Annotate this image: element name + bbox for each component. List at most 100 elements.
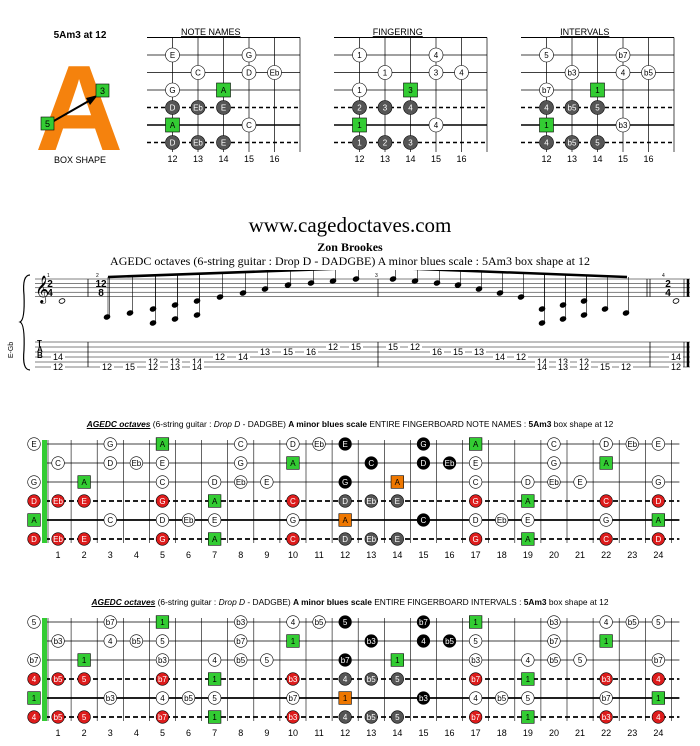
shape-title: 5Am3 at 12 (53, 30, 107, 41)
board-fret-number: 11 (314, 550, 323, 560)
board-note-label: b5 (445, 637, 454, 646)
board-fret-number: 14 (392, 728, 402, 738)
board-note-label: 4 (421, 637, 426, 646)
board-fret-number: 15 (418, 728, 428, 738)
board-note-label: 5 (395, 713, 400, 722)
board-note-marker (442, 634, 457, 648)
mini-note-marker (403, 100, 418, 115)
board-note-marker (286, 437, 300, 451)
board-title-intervals-tag: AGEDC octaves (91, 597, 156, 607)
fingerboard-group: 1 2 3 4 5 6 7 8 9 10 11 12 13 14 15 16 17 18 19 20 21 22 23 245… (27, 615, 680, 738)
shape-arrow (51, 97, 95, 123)
board-note-marker (155, 710, 170, 724)
mini-note-label: D (170, 103, 176, 112)
board-note-label: Eb (236, 478, 246, 487)
board-note-marker (129, 456, 143, 470)
board-note-marker (469, 653, 483, 667)
mini-note-marker (539, 135, 554, 150)
measure-number: 2 (96, 273, 99, 279)
mini-note-marker (590, 82, 605, 98)
board-note-marker (469, 710, 483, 724)
mini-note-label: C (246, 121, 252, 130)
measure-number: 4 (662, 273, 665, 279)
board-note-marker (155, 532, 170, 546)
board-fret-number: 13 (366, 728, 376, 738)
board-fret-number: 9 (264, 550, 269, 560)
board-note-marker (599, 456, 613, 470)
note-head (307, 280, 315, 286)
board-fret-number: 1 (56, 728, 61, 738)
shape-caption: BOX SHAPE (53, 155, 107, 165)
board-note-marker (416, 513, 431, 527)
board-note-marker (416, 691, 431, 705)
open-string-note-label: 1 (32, 694, 37, 703)
board-note-label: C (160, 478, 166, 487)
mini-note-label: 1 (357, 121, 362, 130)
board-note-label: C (55, 459, 61, 468)
tab-number: 14 (495, 352, 505, 362)
tab-clef-letter: A (37, 345, 43, 354)
board-note-label: D (421, 459, 427, 468)
mini-note-label: 4 (459, 68, 464, 77)
board-note-marker (573, 653, 587, 667)
system-brace (18, 274, 31, 371)
board-note-marker (390, 532, 404, 546)
board-fret-number: 10 (288, 550, 298, 560)
mini-note-marker (428, 117, 444, 133)
tab-number: 12 (53, 362, 63, 372)
mini-note-marker (403, 82, 418, 98)
board-note-marker (390, 672, 404, 686)
measure-number: 1 (47, 273, 50, 279)
note-head (284, 282, 292, 288)
board-fret-number: 20 (549, 550, 559, 560)
board-note-label: b3 (236, 618, 245, 627)
tab-number: 13 (558, 362, 568, 372)
board-fret-number: 16 (445, 550, 455, 560)
mini-fret-number: 15 (244, 154, 254, 164)
mini-note-label: b3 (568, 68, 577, 77)
mini-note-marker (454, 65, 469, 80)
open-string-note-marker (27, 437, 41, 451)
board-note-marker (208, 494, 222, 508)
tab-number: 15 (453, 347, 463, 357)
mini-note-marker (352, 47, 367, 63)
board-note-marker (521, 513, 535, 527)
board-note-marker (103, 456, 117, 470)
board-note-marker (364, 634, 378, 648)
board-note-label: E (212, 516, 217, 525)
mini-note-marker (539, 47, 554, 63)
board-fret-number: 15 (418, 550, 428, 560)
board-note-label: b3 (602, 675, 611, 684)
board-fret-number: 19 (523, 550, 533, 560)
open-string-note-label: 5 (32, 618, 37, 627)
mini-note-label: Eb (193, 103, 203, 112)
board-note-label: Eb (314, 440, 324, 449)
board-note-marker (625, 615, 639, 629)
board-note-label: A (525, 535, 531, 544)
mini-note-label: 4 (621, 68, 626, 77)
board-note-label: 1 (473, 618, 478, 627)
board-note-marker (181, 513, 196, 527)
fingerboard-group: 1 2 3 4 5 6 7 8 9 10 11 12 13 14 15 16 17 18 19 20 21 22 23 24E… (27, 437, 680, 560)
board-note-marker (469, 672, 483, 686)
mini-note-label: 3 (408, 138, 413, 147)
tuning-label: E-Gb (8, 342, 15, 358)
board-note-label: E (342, 440, 347, 449)
tab-clef-letter: T (37, 339, 42, 348)
board-note-label: b5 (549, 656, 558, 665)
board-note-marker (338, 532, 352, 546)
board-note-marker (416, 615, 431, 629)
board-note-label: Eb (366, 497, 376, 506)
board-note-label: b7 (341, 656, 350, 665)
board-note-marker (338, 710, 352, 724)
board-note-marker (599, 513, 613, 527)
mini-fret-number: 14 (405, 154, 415, 164)
board-note-marker (312, 615, 326, 629)
board-note-marker (547, 615, 561, 629)
board-note-label: b7 (654, 656, 663, 665)
open-string-note-label: E (31, 440, 36, 449)
board-note-label: 5 (82, 713, 87, 722)
board-note-label: G (603, 516, 609, 525)
